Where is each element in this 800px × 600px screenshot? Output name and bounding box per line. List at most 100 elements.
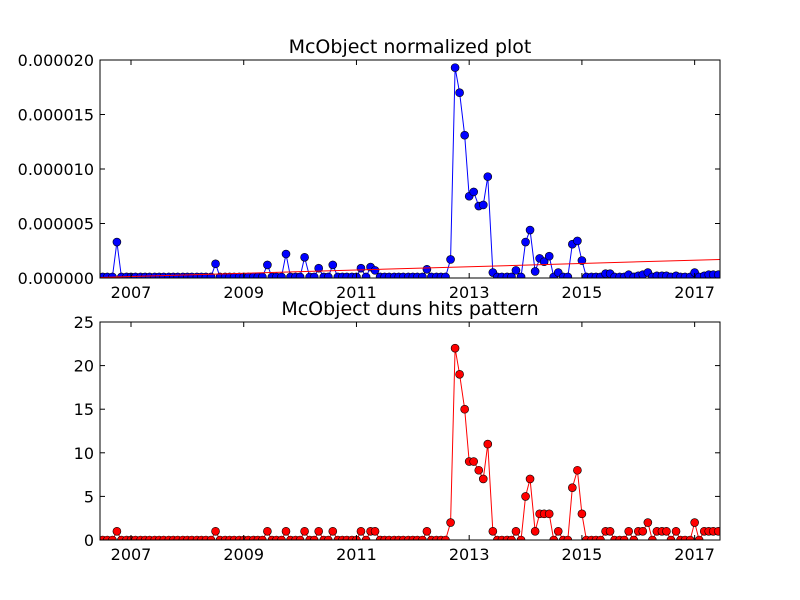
duns-hits-data-point (328, 526, 338, 536)
duns-hits-ticks: 2007 2009 2011 2013 2015 2017 0 5 10 15 20 25 (74, 313, 720, 564)
normalized-plot-data-point (563, 272, 573, 278)
duns-hits-y-tick-label: 5 (84, 487, 94, 506)
duns-hits-data-point (521, 492, 530, 501)
normalized-plot-data-point (521, 237, 530, 247)
normalized-plot-chart: 2007 2009 2011 2013 2015 2017 0.000000 0.000005… (18, 36, 721, 302)
normalized-plot-data-point (112, 237, 122, 247)
duns-hits-data-point (488, 526, 498, 536)
normalized-plot-data-point (525, 225, 535, 235)
duns-hits-data-point (694, 535, 704, 540)
normalized-plot-data-point (418, 272, 427, 278)
duns-hits-plot-area (100, 343, 720, 540)
duns-hits-data-point (469, 457, 478, 466)
duns-hits-data-point (112, 526, 122, 536)
duns-hits-x-tick-label: 2015 (562, 545, 603, 564)
duns-hits-data-point (544, 509, 554, 519)
duns-hits-x-tick-label: 2009 (223, 545, 264, 564)
duns-hits-data-point (690, 518, 699, 527)
normalized-plot-data-point (450, 63, 460, 72)
normalized-plot-x-tick-label: 2009 (223, 283, 264, 302)
duns-hits-data-point (277, 535, 286, 540)
duns-hits-data-point (108, 535, 117, 540)
normalized-plot-data-point (281, 249, 291, 259)
normalized-plot-data-point (370, 266, 380, 275)
duns-hits-data-point (568, 483, 577, 492)
normalized-plot-data-point (446, 255, 455, 264)
duns-hits-title: McObject duns hits pattern (281, 298, 538, 320)
duns-hits-y-tick-label: 15 (74, 400, 94, 419)
duns-hits-data-point (478, 474, 488, 484)
duns-hits-data-point (295, 535, 305, 540)
duns-hits-data-point (422, 526, 432, 536)
normalized-plot-data-point (300, 252, 309, 262)
normalized-plot-data-point (577, 256, 587, 265)
duns-hits-data-point (356, 526, 366, 536)
normalized-plot-data-point (507, 272, 516, 278)
duns-hits-data-point (638, 526, 648, 536)
duns-hits-data-point (206, 535, 216, 540)
normalized-plot-data-point (460, 130, 469, 140)
duns-hits-data-point (605, 526, 615, 536)
normalized-plot-data-point (263, 260, 272, 270)
duns-hits-data-point (619, 535, 629, 540)
normalized-plot-data-point (441, 272, 450, 278)
duns-hits-y-tick-label: 10 (74, 444, 94, 463)
normalized-plot-data-point (455, 88, 464, 97)
normalized-plot-data-point (530, 267, 540, 276)
normalized-plot-data-point (714, 270, 720, 278)
normalized-plot-data-point (544, 251, 554, 261)
normalized-plot-y-tick-label: 0.000005 (18, 215, 94, 234)
normalized-plot-area (100, 63, 720, 278)
duns-hits-data-point (596, 535, 605, 540)
duns-hits-data-point (474, 465, 484, 475)
duns-hits-data-point (258, 535, 267, 540)
duns-hits-x-tick-label: 2007 (111, 545, 152, 564)
normalized-plot-data-point (323, 272, 333, 278)
duns-hits-data-point (300, 526, 309, 536)
normalized-plot-data-point (469, 187, 478, 197)
duns-hits-data-point (662, 526, 671, 536)
duns-hits-data-point (553, 526, 563, 536)
normalized-plot-ticks: 2007 2009 2011 2013 2015 2017 0.000000 0.000005… (18, 51, 720, 302)
normalized-plot-data-point (277, 272, 286, 278)
duns-hits-data-point (281, 526, 291, 536)
normalized-plot-data-point (328, 260, 338, 270)
normalized-plot-x-tick-label: 2017 (674, 283, 715, 302)
duns-hits-data-point (361, 535, 371, 540)
duns-hits-frame (99, 321, 721, 541)
normalized-plot-data-point (573, 236, 582, 246)
normalized-plot-data-point (356, 263, 366, 273)
duns-hits-data-point (455, 370, 464, 379)
duns-hits-data-point (370, 526, 380, 536)
normalized-plot-data-point (483, 172, 493, 181)
normalized-plot-data-point (516, 272, 526, 278)
normalized-plot-x-tick-label: 2015 (562, 283, 603, 302)
normalized-plot-x-tick-label: 2011 (336, 283, 377, 302)
duns-hits-x-tick-label: 2013 (449, 545, 490, 564)
duns-hits-data-point (714, 526, 720, 536)
normalized-plot-data-point (295, 272, 305, 278)
normalized-plot-data-point (511, 266, 521, 275)
duns-hits-data-point (666, 535, 676, 540)
duns-hits-data-point (418, 535, 427, 540)
duns-hits-x-tick-label: 2017 (674, 545, 715, 564)
duns-hits-data-point (549, 535, 559, 540)
duns-hits-data-point (530, 526, 540, 536)
duns-hits-y-tick-label: 0 (84, 531, 94, 550)
normalized-plot-x-tick-label: 2007 (111, 283, 152, 302)
normalized-plot-data-point (422, 264, 432, 274)
duns-hits-data-point (624, 526, 633, 536)
duns-hits-data-point (563, 535, 573, 540)
duns-hits-data-point (516, 535, 526, 540)
duns-hits-data-point (507, 535, 516, 540)
duns-hits-data-point (441, 535, 450, 540)
duns-hits-data-point (525, 474, 535, 484)
duns-hits-data-point (446, 518, 455, 527)
normalized-plot-y-tick-label: 0.000010 (18, 160, 94, 179)
normalized-plot-data-point (478, 200, 488, 210)
duns-hits-data-point (511, 526, 521, 536)
duns-hits-data-point (629, 535, 639, 540)
duns-hits-data-point (309, 535, 319, 540)
